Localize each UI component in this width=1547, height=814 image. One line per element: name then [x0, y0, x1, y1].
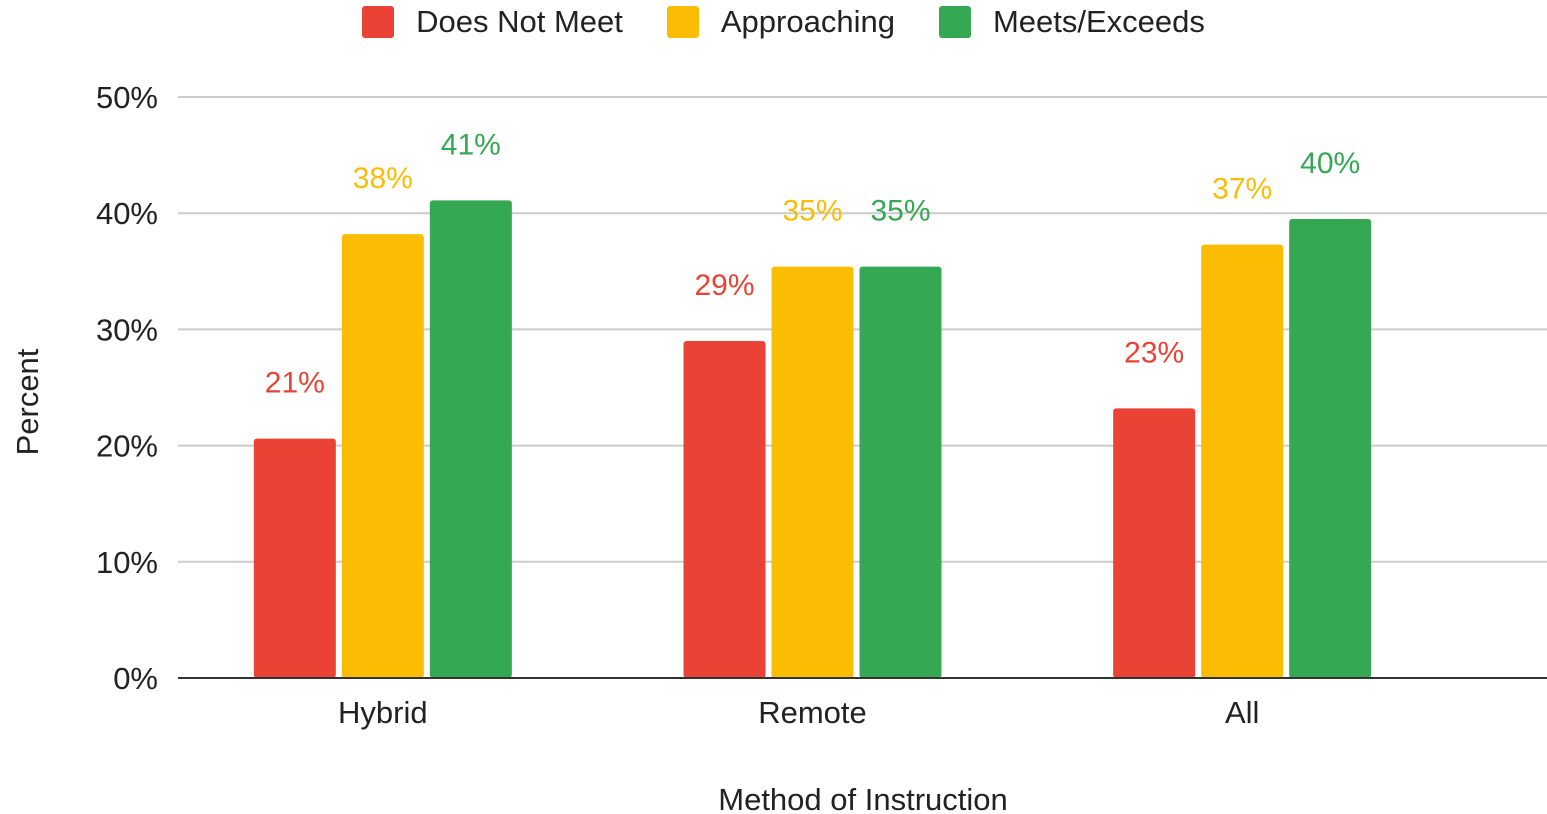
legend-swatch-meets-exceeds: [938, 6, 971, 38]
bar-all-does-not-meet: [1113, 408, 1196, 678]
x-axis-title: Method of Instruction: [718, 782, 1008, 814]
x-tick-label: Hybrid: [338, 695, 428, 730]
bar-all-approaching: [1201, 244, 1284, 678]
data-label: 35%: [782, 195, 842, 228]
bar-hybrid-does-not-meet: [253, 438, 336, 678]
x-tick-label: Remote: [758, 695, 867, 730]
y-axis-ticks: 0% 10% 20% 30% 40% 50%: [96, 80, 158, 696]
bar-remote-does-not-meet: [683, 341, 766, 678]
bars: [253, 200, 1372, 678]
data-label: 29%: [694, 269, 754, 302]
x-axis-ticks: Hybrid Remote All: [338, 695, 1259, 730]
bar-remote-meets-exceeds: [859, 266, 942, 678]
legend-item-meets-exceeds: Meets/Exceeds: [938, 4, 1205, 40]
data-labels: 21% 38% 41% 29% 35% 35% 23% 37% 40%: [265, 128, 1360, 399]
legend-swatch-does-not-meet: [362, 6, 395, 38]
legend-item-does-not-meet: Does Not Meet: [362, 4, 623, 40]
data-label: 21%: [265, 367, 325, 400]
y-tick-label: 30%: [96, 312, 158, 347]
data-label: 40%: [1300, 147, 1360, 180]
bar-hybrid-meets-exceeds: [429, 200, 512, 678]
legend-item-approaching: Approaching: [666, 4, 895, 40]
legend-label-approaching: Approaching: [720, 4, 895, 39]
data-label: 23%: [1124, 336, 1184, 369]
legend-label-meets-exceeds: Meets/Exceeds: [992, 4, 1205, 39]
bar-remote-approaching: [771, 266, 854, 678]
y-tick-label: 20%: [96, 429, 158, 464]
y-tick-label: 40%: [96, 196, 158, 231]
legend-label-does-not-meet: Does Not Meet: [416, 4, 623, 39]
y-axis-title: Percent: [10, 348, 45, 455]
x-tick-label: All: [1225, 695, 1259, 730]
data-label: 37%: [1212, 173, 1272, 206]
data-label: 41%: [441, 128, 501, 161]
legend-swatch-approaching: [666, 6, 699, 38]
data-label: 35%: [870, 195, 930, 228]
y-tick-label: 10%: [96, 545, 158, 580]
y-tick-label: 50%: [96, 80, 158, 115]
y-tick-label: 0%: [113, 661, 158, 696]
bar-hybrid-approaching: [341, 234, 424, 678]
legend: Does Not Meet Approaching Meets/Exceeds: [0, 4, 1547, 40]
data-label: 38%: [353, 162, 413, 195]
bar-all-meets-exceeds: [1289, 219, 1372, 678]
